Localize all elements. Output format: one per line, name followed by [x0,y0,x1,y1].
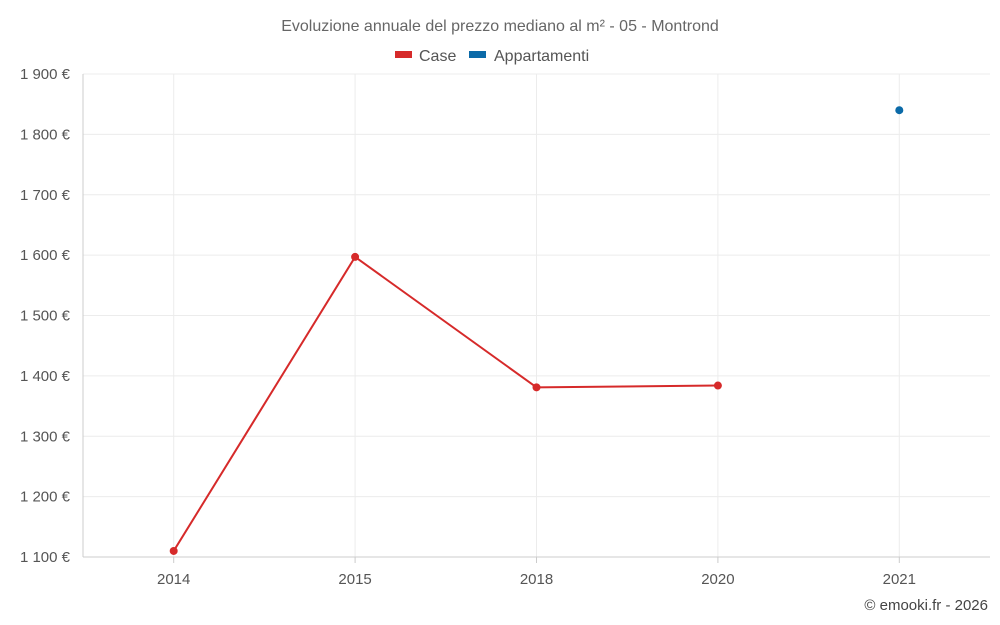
x-tick-label: 2014 [157,571,190,588]
y-tick-label: 1 400 € [20,368,71,385]
x-tick-label: 2021 [883,571,916,588]
y-tick-label: 1 200 € [20,489,71,506]
data-point-case[interactable] [532,383,541,392]
legend-item-appartamenti[interactable]: Appartamenti [469,48,589,65]
y-tick-label: 1 700 € [20,187,71,204]
grid [82,73,990,558]
y-tick-label: 1 100 € [20,549,71,566]
x-tick-label: 2015 [338,571,371,588]
y-tick-label: 1 600 € [20,247,71,264]
credit-text: © emooki.fr - 2026 [864,597,988,614]
x-tick-label: 2018 [520,571,553,588]
y-tick-label: 1 800 € [20,126,71,143]
series-line-case [172,255,718,552]
y-tick-label: 1 900 € [20,66,71,83]
x-tick-label: 2020 [701,571,734,588]
data-point-case[interactable] [169,546,178,555]
series [169,106,904,555]
y-tick-label: 1 300 € [20,428,71,445]
data-point-appartamenti[interactable] [895,106,904,115]
y-axis-ticks: 1 100 € 1 200 € 1 300 € 1 400 € 1 500 € 1 600… [20,66,71,566]
x-axis-ticks: 2014 2015 2018 2020 2021 [157,557,916,588]
series-case [169,252,722,555]
legend-item-case[interactable]: Case [395,48,456,65]
data-point-case[interactable] [351,252,360,261]
legend-swatch-case [395,51,412,58]
legend: Case Appartamenti [395,48,589,65]
legend-label-appartamenti: Appartamenti [494,48,589,65]
series-appartamenti [895,106,904,115]
legend-label-case: Case [419,48,456,65]
chart-title: Evoluzione annuale del prezzo mediano al… [281,18,719,35]
y-tick-label: 1 500 € [20,308,71,325]
data-point-case[interactable] [713,381,722,390]
legend-swatch-appartamenti [469,51,486,58]
